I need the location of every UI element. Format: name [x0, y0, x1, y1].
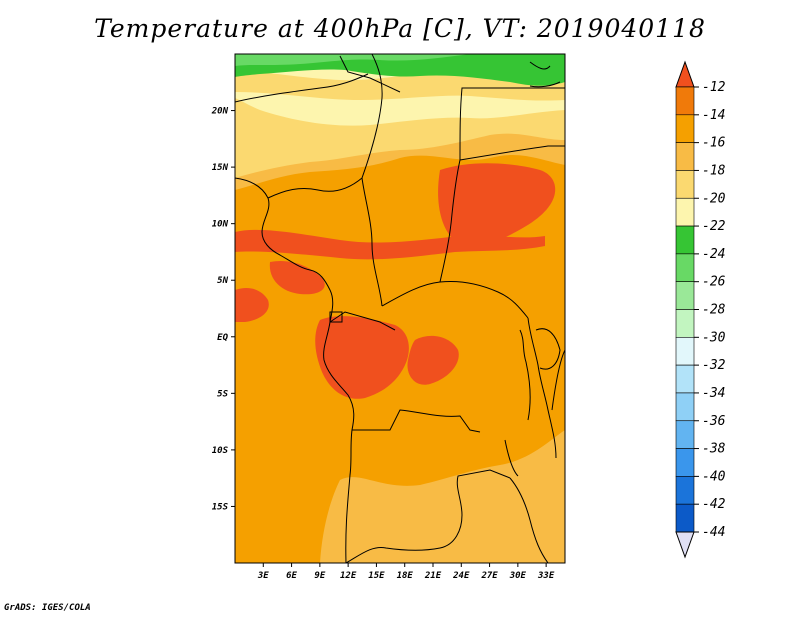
colorbar-box [675, 448, 695, 477]
colorbar-label: -28 [702, 303, 726, 318]
temperature-field [235, 54, 565, 563]
plot-frame [234, 53, 566, 564]
latitude-axis: 20N 15N 10N 5N EQ 5S 10S 15S [211, 107, 235, 512]
colorbar-label: -16 [702, 136, 726, 151]
colorbar-box [675, 142, 695, 171]
colorbar-box [675, 197, 695, 227]
colorbar-label: -26 [702, 275, 726, 290]
colorbar-label: -42 [702, 497, 726, 512]
colorbar-top-triangle [675, 60, 695, 88]
lon-tick-label: 3E [257, 571, 269, 581]
colorbar-label: -24 [702, 247, 725, 262]
colorbar-label: -18 [702, 163, 726, 178]
colorbar-label: -32 [702, 358, 726, 373]
colorbar-label: -12 [702, 80, 726, 95]
colorbar-box [675, 86, 695, 116]
field-band-red-band [235, 229, 545, 260]
lon-tick-label: 33E [537, 571, 555, 581]
colorbar-label: -14 [702, 108, 725, 123]
colorbar-box [675, 420, 695, 449]
colorbar-box [675, 170, 695, 199]
lat-tick-label: 5N [217, 276, 228, 286]
lon-tick-label: 30E [509, 571, 527, 581]
colorbar-box [675, 281, 695, 310]
colorbar-box [675, 337, 695, 366]
colorbar-box [675, 309, 695, 338]
field-band-red-center [315, 316, 409, 399]
field-band-lightorange-south [320, 430, 565, 563]
lon-tick-label: 21E [424, 571, 442, 581]
field-band-red-nw [269, 260, 325, 295]
colorbar-box [675, 114, 695, 143]
field-band-red-west [235, 288, 269, 322]
colorbar-label: -40 [702, 469, 726, 484]
colorbar-box [675, 225, 695, 255]
lat-tick-label: 15S [212, 502, 229, 512]
colorbar-label: -36 [702, 414, 726, 429]
colorbar-label: -30 [702, 330, 726, 345]
plot-title: Temperature at 400hPa [C], VT: 201904011… [94, 14, 706, 43]
colorbar-label: -34 [702, 386, 725, 401]
country-borders [235, 54, 565, 563]
longitude-axis: 3E 6E 9E 12E 15E 18E 21E 24E 27E 30E 33E [257, 563, 555, 581]
colorbar-box [675, 392, 695, 422]
lon-tick-label: 6E [286, 571, 297, 581]
colorbar-box [675, 503, 695, 533]
colorbar-box [675, 476, 695, 505]
colorbar-label: -44 [702, 525, 725, 540]
lon-tick-label: 24E [452, 571, 470, 581]
field-band-lightgreen [235, 54, 470, 66]
lon-tick-label: 9E [314, 571, 325, 581]
lon-tick-label: 18E [397, 571, 414, 581]
lon-tick-label: 27E [480, 571, 498, 581]
lat-tick-label: EQ [217, 333, 228, 343]
lat-tick-label: 10N [212, 220, 229, 230]
lon-tick-label: 15E [368, 571, 385, 581]
colorbar-label: -22 [702, 219, 726, 234]
lon-tick-label: 12E [340, 571, 357, 581]
lat-tick-label: 20N [211, 107, 229, 117]
grads-credit: GrADS: IGES/COLA [4, 603, 91, 613]
colorbar-bottom-triangle [675, 531, 695, 559]
field-band-red-east [438, 163, 556, 247]
lat-tick-label: 15N [212, 163, 229, 173]
field-band-red-blob2 [407, 335, 459, 385]
lat-tick-label: 10S [212, 446, 229, 456]
lat-tick-label: 5S [217, 389, 228, 399]
colorbar-box [675, 364, 695, 394]
colorbar-box [675, 253, 695, 282]
colorbar-label: -38 [702, 442, 726, 457]
colorbar-label: -20 [702, 191, 726, 206]
